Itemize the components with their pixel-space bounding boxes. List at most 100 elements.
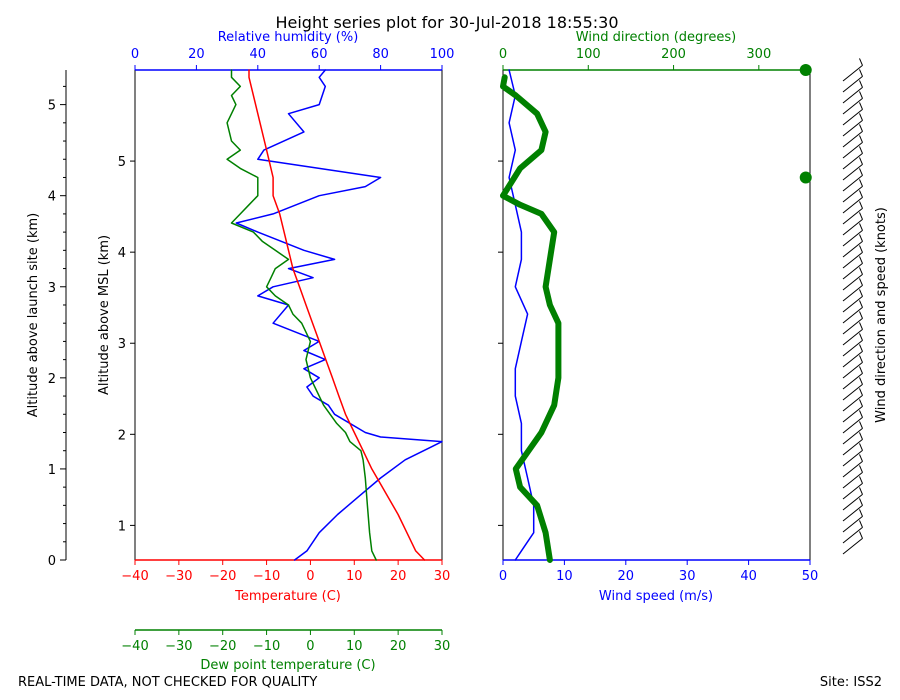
wdir-tick-label: 100 bbox=[576, 47, 601, 62]
wind-barb-shaft bbox=[842, 516, 863, 533]
wind-barb-shaft bbox=[842, 175, 863, 192]
wind-barb-shaft bbox=[842, 340, 863, 357]
xlabel-wdir: Wind direction (degrees) bbox=[576, 30, 736, 45]
temperature-tick-label: −10 bbox=[253, 569, 280, 584]
wind-barb-shaft bbox=[842, 120, 863, 137]
launch-tick-label: 3 bbox=[48, 281, 56, 296]
msl-tick-label: 2 bbox=[118, 428, 126, 443]
temperature-tick-label: 0 bbox=[306, 569, 314, 584]
wind-barb bbox=[842, 388, 863, 412]
wind-barb-flag bbox=[859, 212, 863, 220]
wind-barb bbox=[842, 201, 863, 225]
wind-barb-flag bbox=[859, 102, 863, 110]
temperature-tick-label: −20 bbox=[209, 569, 236, 584]
wind-barb bbox=[842, 355, 863, 379]
wdir-tick-label: 0 bbox=[499, 47, 507, 62]
wind-barb-shaft bbox=[842, 373, 863, 390]
wind-barb-shaft bbox=[842, 439, 863, 456]
wdir-tick-label: 200 bbox=[661, 47, 686, 62]
wind-barb bbox=[842, 322, 863, 346]
msl-tick-label: 4 bbox=[118, 246, 126, 261]
wind-barb-flag bbox=[859, 333, 863, 341]
xlabel-wspd: Wind speed (m/s) bbox=[599, 589, 713, 604]
wind-barb-shaft bbox=[842, 329, 863, 346]
wind-barb-flag bbox=[859, 377, 863, 385]
wind-barb-shaft bbox=[842, 274, 863, 291]
wind-barb bbox=[842, 113, 863, 137]
wind-barb bbox=[842, 168, 863, 192]
wind-barb-flag bbox=[859, 498, 863, 506]
rh-tick-label: 80 bbox=[372, 47, 389, 62]
wind-barb-flag bbox=[859, 410, 863, 418]
xlabel-temperature: Temperature (C) bbox=[234, 589, 341, 604]
wind-barb-shaft bbox=[842, 384, 863, 401]
wind-barb bbox=[842, 487, 863, 511]
wind-barb bbox=[842, 421, 863, 445]
wspd-tick-label: 20 bbox=[618, 569, 635, 584]
wind-barb bbox=[842, 146, 863, 170]
wind-barb-flag bbox=[859, 113, 863, 121]
dewpoint-tick-label: −40 bbox=[121, 639, 148, 654]
wind-barb-shaft bbox=[842, 109, 863, 126]
wind-barb bbox=[842, 432, 863, 456]
wspd-tick-label: 10 bbox=[556, 569, 573, 584]
wind-barb bbox=[842, 531, 863, 555]
wind-barb bbox=[842, 278, 863, 302]
ylabel-launch: Altitude above launch site (km) bbox=[26, 213, 41, 417]
wind-barb bbox=[842, 190, 863, 214]
wind-barb-shaft bbox=[842, 263, 863, 280]
wind-barb bbox=[842, 102, 863, 126]
wdir-outlier-point bbox=[799, 171, 812, 184]
wind-barb-flag bbox=[859, 234, 863, 242]
ylabel-wind-barbs: Wind direction and speed (knots) bbox=[874, 207, 889, 423]
wind-barb-shaft bbox=[842, 362, 863, 379]
wind-barb bbox=[842, 124, 863, 148]
wind-barb-flag bbox=[859, 289, 863, 297]
wind-barb bbox=[842, 377, 863, 401]
wind-barb-shaft bbox=[842, 164, 863, 181]
wind-barb-flag bbox=[859, 443, 863, 451]
wind-barb-flag bbox=[859, 201, 863, 209]
dewpoint-tick-label: 10 bbox=[346, 639, 363, 654]
wind-barb bbox=[842, 223, 863, 247]
wind-barb-shaft bbox=[842, 153, 863, 170]
temperature-tick-label: −30 bbox=[165, 569, 192, 584]
wind-barb-flag bbox=[859, 355, 863, 363]
launch-tick-label: 2 bbox=[48, 372, 56, 387]
wind-barb-flag bbox=[859, 366, 863, 374]
wind-barb bbox=[842, 476, 863, 500]
launch-tick-label: 5 bbox=[48, 99, 56, 114]
wind-barb-shaft bbox=[842, 417, 863, 434]
footer-quality-note: REAL-TIME DATA, NOT CHECKED FOR QUALITY bbox=[18, 675, 317, 690]
wind-barb bbox=[842, 454, 863, 478]
wind-barb-flag bbox=[859, 58, 863, 66]
wind-barb bbox=[842, 157, 863, 181]
wind-barb-flag bbox=[859, 465, 863, 473]
dewpoint-tick-label: 0 bbox=[306, 639, 314, 654]
wind-barb bbox=[842, 509, 863, 533]
wind-barb-shaft bbox=[842, 131, 863, 148]
wind-barb-flag bbox=[859, 388, 863, 396]
wind-barb bbox=[842, 289, 863, 313]
wind-barb-shaft bbox=[842, 219, 863, 236]
wind-barb bbox=[842, 443, 863, 467]
rh-tick-label: 40 bbox=[250, 47, 267, 62]
launch-tick-label: 4 bbox=[48, 190, 56, 205]
wind-barb-flag bbox=[859, 69, 863, 77]
wind-barb bbox=[842, 58, 863, 82]
temperature-tick-label: −40 bbox=[121, 569, 148, 584]
dewpoint-tick-label: −10 bbox=[253, 639, 280, 654]
wind-barb-shaft bbox=[842, 186, 863, 203]
wind-barb bbox=[842, 212, 863, 236]
wind-barb bbox=[842, 267, 863, 291]
wind-barb-flag bbox=[859, 399, 863, 407]
wind-barb-shaft bbox=[842, 285, 863, 302]
wind-barb bbox=[842, 91, 863, 115]
wind-barb-flag bbox=[859, 179, 863, 187]
rh-tick-label: 0 bbox=[131, 47, 139, 62]
wind-barb-shaft bbox=[842, 208, 863, 225]
dewpoint-tick-label: 30 bbox=[434, 639, 451, 654]
wind-barb-flag bbox=[859, 256, 863, 264]
footer-site: Site: ISS2 bbox=[820, 675, 882, 690]
